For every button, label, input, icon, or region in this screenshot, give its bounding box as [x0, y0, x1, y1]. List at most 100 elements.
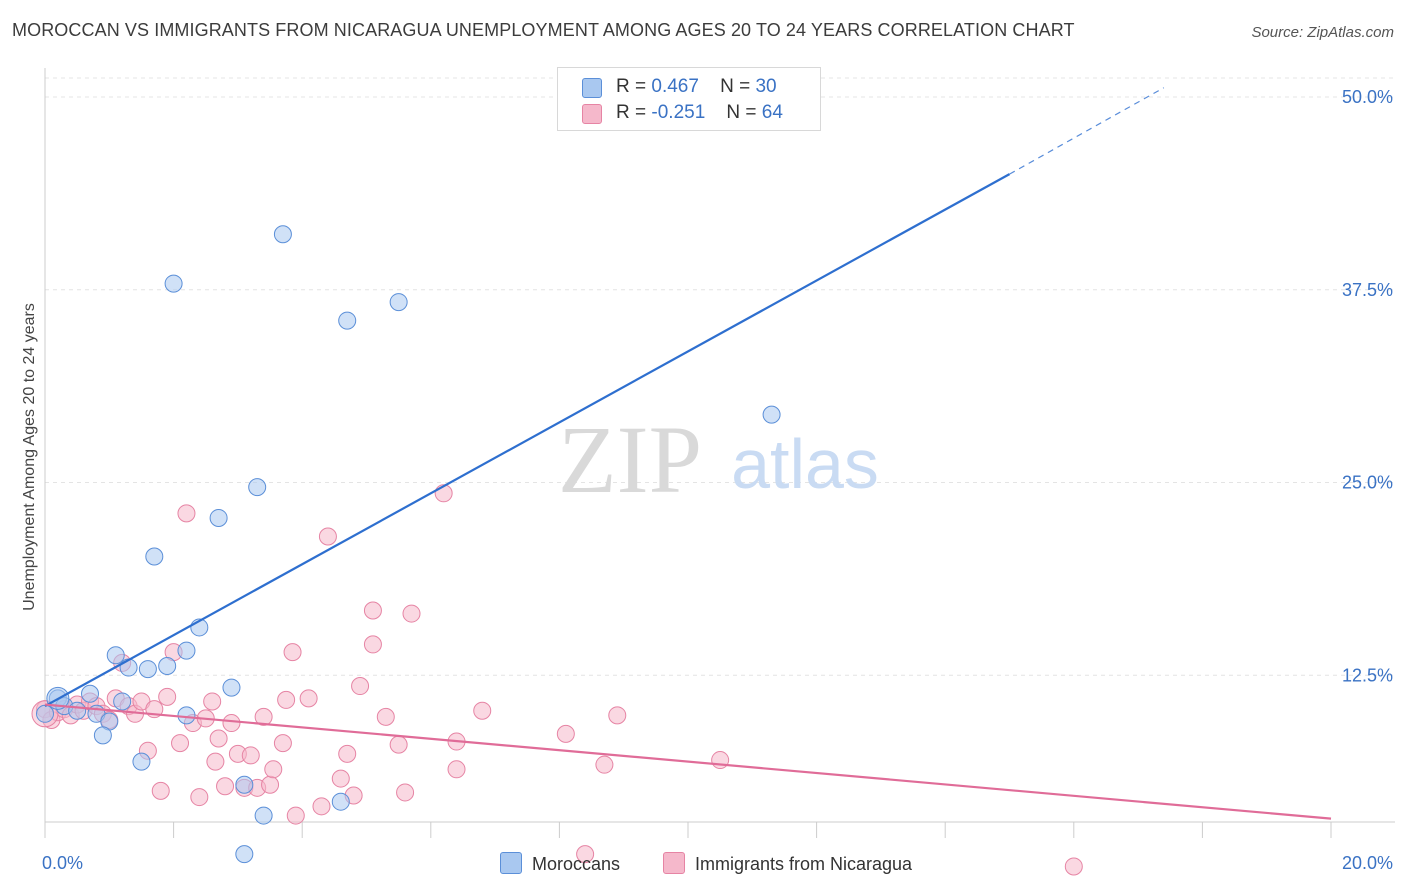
- moroccan-point: [138, 660, 157, 679]
- chart-title: MOROCCAN VS IMMIGRANTS FROM NICARAGUA UN…: [12, 20, 1075, 40]
- moroccan-point: [331, 792, 350, 811]
- nicaragua-point: [389, 735, 408, 754]
- y-tick-label: 50.0%: [1342, 87, 1393, 107]
- watermark: ZIP atlas: [558, 406, 879, 513]
- nicaragua-point: [351, 677, 370, 696]
- legend-swatch-blue: [582, 78, 602, 98]
- nicaragua-point: [376, 707, 395, 726]
- legend-r-value: -0.251: [651, 102, 706, 123]
- moroccan-point: [132, 752, 151, 771]
- moroccan-point: [158, 656, 177, 675]
- y-tick-label: 12.5%: [1342, 665, 1393, 685]
- moroccan-point: [235, 775, 254, 794]
- moroccan-point: [106, 646, 125, 665]
- legend-r-label: R =: [616, 76, 647, 97]
- nicaragua-point: [206, 752, 225, 771]
- legend-r-value: 0.467: [651, 76, 699, 97]
- moroccan-point: [235, 845, 254, 864]
- nicaragua-point: [299, 689, 318, 708]
- moroccan-point: [254, 806, 273, 825]
- nicaragua-point: [261, 775, 280, 794]
- series-legend: Moroccans Immigrants from Nicaragua: [0, 852, 1406, 878]
- nicaragua-point: [277, 690, 296, 709]
- series-name-nicaragua: Immigrants from Nicaragua: [695, 854, 913, 874]
- nicaragua-point: [1064, 857, 1083, 876]
- moroccan-point: [177, 706, 196, 725]
- grid-lines: [45, 77, 1395, 676]
- nicaragua-point: [331, 769, 350, 788]
- moroccan-point: [36, 704, 54, 723]
- nicaragua-point: [595, 755, 614, 774]
- y-tick-label: 37.5%: [1342, 280, 1393, 300]
- series-legend-moroccans: Moroccans: [500, 852, 620, 875]
- moroccan-point: [389, 293, 408, 312]
- x-tick-label: 0.0%: [42, 853, 83, 873]
- correlation-legend: R = 0.467 N = 30 R = -0.251 N = 64: [557, 67, 821, 131]
- y-tick-label: 25.0%: [1342, 473, 1393, 493]
- nicaragua-point: [171, 734, 190, 753]
- legend-n-value: 30: [755, 76, 777, 97]
- nicaragua-point: [241, 746, 260, 765]
- moroccan-point: [248, 478, 267, 497]
- moroccan-point: [164, 274, 183, 293]
- source-credit: Source: ZipAtlas.com: [1251, 24, 1394, 41]
- nicaragua-point: [312, 797, 331, 816]
- axes: [44, 68, 1395, 838]
- nicaragua-trend-line: [44, 703, 1332, 820]
- legend-n-label: N =: [726, 102, 757, 123]
- nicaragua-point: [158, 687, 177, 706]
- nicaragua-point: [396, 783, 415, 802]
- nicaragua-point: [203, 692, 222, 711]
- nicaragua-point: [286, 806, 305, 825]
- nicaragua-point: [556, 724, 575, 743]
- nicaragua-point: [318, 527, 337, 546]
- legend-n-label: N =: [720, 76, 751, 97]
- series-swatch-blue: [500, 852, 522, 874]
- nicaragua-point: [177, 504, 196, 523]
- nicaragua-point: [151, 781, 170, 800]
- moroccan-point: [145, 547, 164, 566]
- nicaragua-point: [608, 706, 627, 725]
- legend-swatch-pink: [582, 104, 602, 124]
- nicaragua-point: [338, 744, 357, 763]
- nicaragua-point: [216, 777, 235, 796]
- legend-r-label: R =: [616, 102, 647, 123]
- moroccan-point: [762, 405, 781, 424]
- moroccan-trend-line: [44, 173, 1011, 708]
- nicaragua-point: [209, 729, 228, 748]
- nicaragua-point: [363, 601, 382, 620]
- nicaragua-points: [31, 484, 1083, 876]
- series-name-moroccans: Moroccans: [532, 854, 621, 874]
- nicaragua-point: [576, 845, 595, 864]
- legend-n-value: 64: [761, 102, 783, 123]
- watermark-zip: ZIP: [558, 406, 702, 513]
- tick-labels: 12.5% 25.0% 37.5% 50.0% 0.0% 20.0%: [42, 87, 1393, 873]
- nicaragua-point: [363, 635, 382, 654]
- moroccan-point: [222, 678, 241, 697]
- nicaragua-point: [273, 734, 292, 753]
- nicaragua-point: [402, 604, 421, 623]
- nicaragua-point: [190, 788, 209, 807]
- moroccan-point: [209, 508, 228, 527]
- moroccan-point: [68, 701, 87, 720]
- moroccan-trend-extension: [1009, 87, 1165, 175]
- nicaragua-point: [264, 760, 283, 779]
- nicaragua-point: [222, 714, 241, 733]
- series-swatch-pink: [663, 852, 685, 874]
- moroccan-point: [338, 311, 357, 330]
- moroccan-point: [273, 225, 292, 244]
- trend-lines: [44, 87, 1332, 820]
- moroccan-point: [81, 684, 100, 703]
- nicaragua-point: [254, 707, 273, 726]
- moroccan-point: [93, 726, 112, 745]
- nicaragua-point: [447, 760, 466, 779]
- watermark-atlas: atlas: [731, 425, 879, 503]
- moroccan-point: [177, 641, 196, 660]
- moroccan-point: [113, 692, 132, 711]
- moroccan-points: [36, 225, 781, 864]
- series-legend-nicaragua: Immigrants from Nicaragua: [663, 852, 912, 875]
- nicaragua-point: [283, 643, 302, 662]
- nicaragua-point: [473, 701, 492, 720]
- moroccan-point: [119, 658, 138, 677]
- x-tick-label: 20.0%: [1342, 853, 1393, 873]
